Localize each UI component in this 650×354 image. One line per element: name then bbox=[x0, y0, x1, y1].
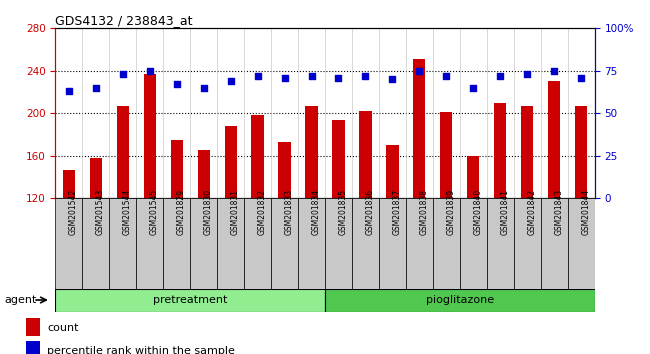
Bar bbox=[406, 198, 433, 289]
Point bbox=[576, 75, 586, 80]
Text: GSM201543: GSM201543 bbox=[96, 189, 105, 235]
Bar bbox=[487, 198, 514, 289]
Text: GSM201835: GSM201835 bbox=[339, 189, 348, 235]
Bar bbox=[170, 140, 183, 198]
Bar bbox=[460, 198, 487, 289]
Text: GSM201830: GSM201830 bbox=[203, 189, 213, 235]
Point bbox=[306, 73, 317, 79]
Point bbox=[144, 68, 155, 74]
Text: agent: agent bbox=[5, 295, 37, 305]
Bar bbox=[244, 198, 271, 289]
Bar bbox=[440, 112, 452, 198]
Bar bbox=[82, 198, 109, 289]
Bar bbox=[190, 198, 217, 289]
Point bbox=[549, 68, 560, 74]
Bar bbox=[116, 106, 129, 198]
Bar bbox=[224, 126, 237, 198]
Bar bbox=[359, 111, 372, 198]
Bar bbox=[568, 198, 595, 289]
Text: pioglitazone: pioglitazone bbox=[426, 295, 494, 305]
Bar bbox=[136, 198, 163, 289]
Point bbox=[414, 68, 424, 74]
Point bbox=[441, 73, 452, 79]
Text: GSM201838: GSM201838 bbox=[419, 189, 428, 235]
Text: GSM201840: GSM201840 bbox=[473, 189, 482, 235]
Text: GSM201545: GSM201545 bbox=[150, 189, 159, 235]
Text: GSM201834: GSM201834 bbox=[311, 189, 320, 235]
Point bbox=[387, 76, 398, 82]
Bar bbox=[575, 106, 588, 198]
Bar bbox=[26, 341, 40, 354]
Bar bbox=[278, 142, 291, 198]
Text: GSM201829: GSM201829 bbox=[177, 189, 186, 235]
Point bbox=[252, 73, 263, 79]
Text: percentile rank within the sample: percentile rank within the sample bbox=[47, 346, 235, 354]
Bar bbox=[379, 198, 406, 289]
Text: GSM201836: GSM201836 bbox=[365, 189, 374, 235]
Text: GSM201831: GSM201831 bbox=[231, 189, 240, 235]
Text: GSM201841: GSM201841 bbox=[500, 189, 510, 235]
Bar bbox=[217, 198, 244, 289]
Point bbox=[360, 73, 370, 79]
Bar bbox=[433, 198, 460, 289]
Bar bbox=[332, 120, 345, 198]
Text: GSM201839: GSM201839 bbox=[447, 189, 456, 235]
Point bbox=[118, 72, 128, 77]
Point bbox=[172, 81, 182, 87]
Bar bbox=[62, 170, 75, 198]
Point bbox=[226, 78, 236, 84]
Text: GSM201832: GSM201832 bbox=[257, 189, 266, 235]
Bar bbox=[163, 198, 190, 289]
Bar bbox=[494, 103, 506, 198]
Bar bbox=[198, 150, 210, 198]
Point bbox=[333, 75, 344, 80]
Bar bbox=[386, 145, 398, 198]
Bar bbox=[26, 318, 40, 336]
Text: pretreatment: pretreatment bbox=[153, 295, 228, 305]
Bar bbox=[109, 198, 136, 289]
Bar bbox=[413, 59, 426, 198]
Point bbox=[64, 88, 74, 94]
Text: GSM201542: GSM201542 bbox=[69, 189, 78, 235]
Bar bbox=[298, 198, 325, 289]
Bar bbox=[90, 158, 102, 198]
Bar bbox=[271, 198, 298, 289]
Point bbox=[495, 73, 506, 79]
Point bbox=[90, 85, 101, 91]
Text: GSM201842: GSM201842 bbox=[527, 189, 536, 235]
Text: GDS4132 / 238843_at: GDS4132 / 238843_at bbox=[55, 14, 193, 27]
Text: GSM201833: GSM201833 bbox=[285, 189, 294, 235]
Bar bbox=[352, 198, 379, 289]
Bar bbox=[514, 198, 541, 289]
Bar bbox=[467, 156, 480, 198]
Point bbox=[468, 85, 478, 91]
Bar bbox=[144, 74, 156, 198]
Bar bbox=[521, 106, 534, 198]
Bar bbox=[325, 198, 352, 289]
Point bbox=[280, 75, 290, 80]
Bar bbox=[548, 81, 560, 198]
Bar bbox=[306, 106, 318, 198]
Bar bbox=[325, 289, 595, 312]
Point bbox=[522, 72, 532, 77]
Bar bbox=[55, 289, 325, 312]
Text: GSM201837: GSM201837 bbox=[393, 189, 402, 235]
Text: count: count bbox=[47, 323, 79, 333]
Bar bbox=[55, 198, 83, 289]
Text: GSM201844: GSM201844 bbox=[581, 189, 590, 235]
Text: GSM201544: GSM201544 bbox=[123, 189, 132, 235]
Bar bbox=[541, 198, 568, 289]
Bar bbox=[252, 115, 264, 198]
Point bbox=[198, 85, 209, 91]
Text: GSM201843: GSM201843 bbox=[554, 189, 564, 235]
